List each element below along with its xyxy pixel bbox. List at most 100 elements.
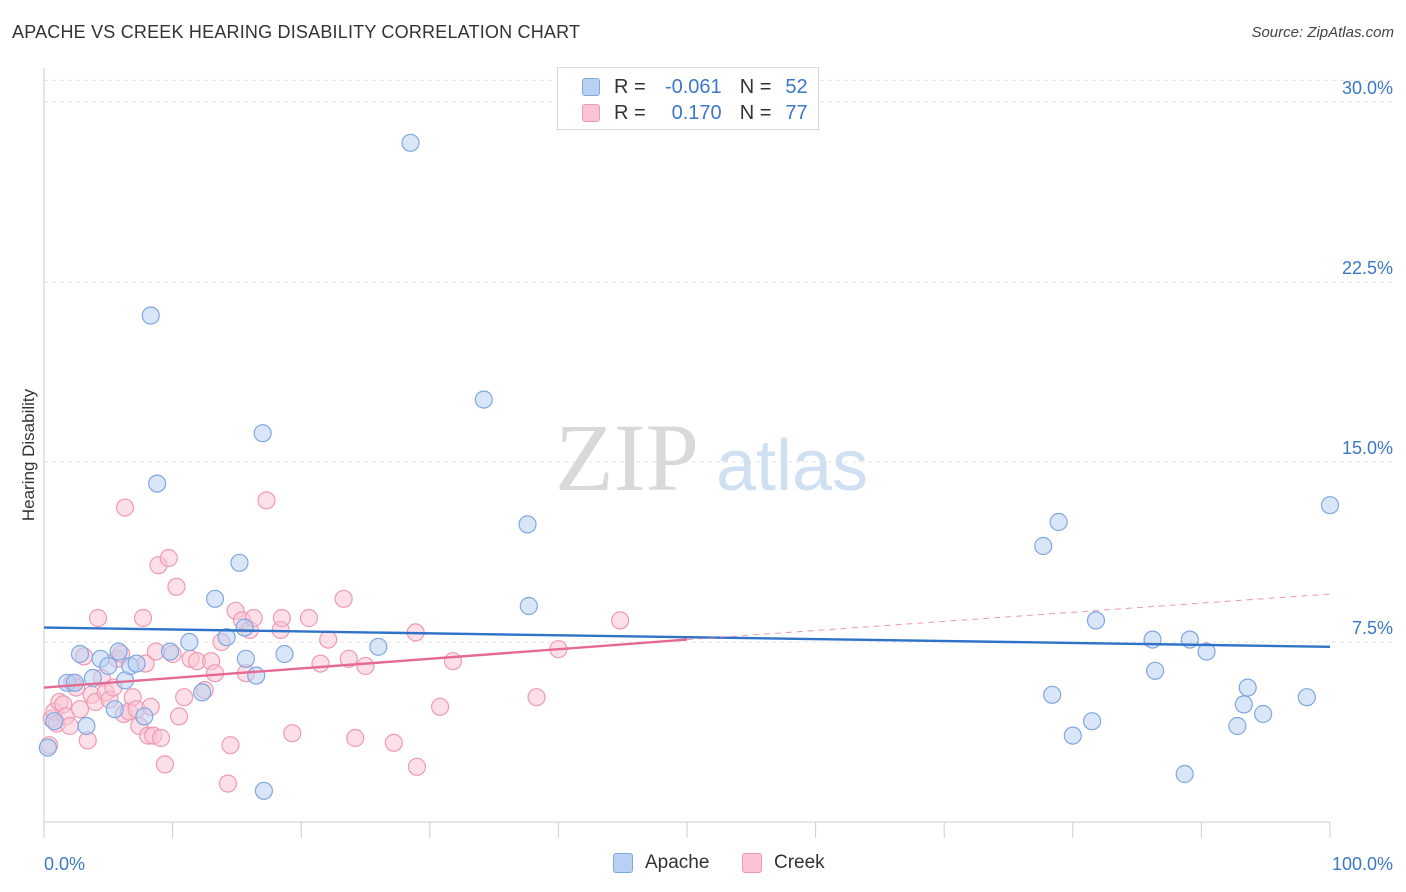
legend-row-apache: R = -0.061 N = 52 [582,75,808,99]
series-legend: Apache Creek [0,852,1406,878]
creek-point [283,724,302,743]
apache-point [77,716,96,736]
apache-legend-label: Apache [645,852,710,873]
apache-point [180,632,199,652]
apache-point [1234,695,1253,714]
watermark-zip: ZIP [555,404,699,511]
creek-point [257,491,276,510]
creek-r-value: 0.170 [671,101,722,124]
creek-point [384,733,403,752]
apache-point [217,628,236,647]
x-tick-labels: 0.0% 100.0% [44,854,1393,874]
apache-point [1197,642,1216,661]
apache-r-value: -0.061 [664,75,722,98]
creek-point [299,608,319,628]
apache-point [83,668,102,688]
apache-point [105,700,124,719]
creek-legend-swatch [742,853,762,873]
apache-r-label: R = [614,75,646,98]
creek-point [272,608,292,628]
apache-point [109,642,128,661]
creek-point [159,548,178,568]
watermark: ZIP atlas [555,404,868,511]
apache-point [253,424,272,443]
apache-point [141,306,160,325]
apache-point [519,596,538,616]
chart-title: APACHE VS CREEK HEARING DISABILITY CORRE… [12,22,581,42]
apache-point [1049,512,1068,532]
x-tick-label: 0.0% [44,854,85,874]
apache-point [1086,611,1106,630]
creek-point [311,654,330,673]
apache-point [230,553,249,572]
apache-swatch [582,78,600,96]
creek-point [169,707,189,726]
apache-point [247,666,266,685]
y-tick-labels: 7.5% 15.0% 22.5% 30.0% [1342,78,1393,638]
apache-legend-swatch [613,853,633,873]
creek-point [115,498,135,517]
y-axis-label: Hearing Disability [19,388,38,521]
creek-n-label: N = [739,101,772,124]
source-label: Source: ZipAtlas.com [1251,24,1394,41]
apache-point [160,642,180,661]
creek-point [151,728,171,748]
y-tick-label: 30.0% [1342,78,1393,98]
creek-point [88,608,108,628]
creek-trendline-extension [686,593,1331,641]
legend-item-creek[interactable]: Creek [742,852,825,874]
creek-trendline [43,638,688,689]
creek-point [407,757,427,776]
apache-point [1320,496,1340,515]
apache-point [99,656,118,676]
apache-point [45,712,64,731]
apache-point [275,644,294,664]
apache-point [401,133,420,152]
creek-point [155,755,174,774]
creek-point [175,688,194,707]
apache-point [369,637,388,656]
apache-trendline [43,626,1331,648]
apache-point [1254,704,1273,724]
trendlines [43,593,1331,689]
apache-point [135,707,154,726]
apache-point [1082,712,1102,731]
apache-point [205,589,225,608]
y-tick-label: 22.5% [1342,258,1393,278]
creek-point [70,700,90,719]
creek-point [319,630,338,649]
apache-point [235,618,254,637]
apache-point [1146,661,1165,680]
creek-point [133,608,153,628]
creek-point [356,656,375,676]
y-tick-label: 7.5% [1352,618,1393,638]
creek-point [346,728,365,748]
creek-point [527,688,546,707]
apache-point [193,683,212,702]
apache-point [1228,716,1247,736]
apache-point [1063,726,1082,745]
correlation-legend: R = -0.061 N = 52 R = 0.170 N = 77 [557,67,819,130]
apache-point [38,738,57,757]
apache-point [1297,688,1316,707]
legend-item-apache[interactable]: Apache [613,852,709,874]
creek-point [167,577,186,596]
apache-point [65,673,84,692]
apache-point [254,781,274,800]
creek-point [611,611,630,630]
apache-point [236,649,256,668]
creek-n-value: 77 [785,101,808,124]
apache-point [1175,764,1194,784]
creek-swatch [582,104,600,122]
creek-point [334,589,353,608]
apache-point [1034,536,1053,556]
watermark-atlas: atlas [716,426,868,506]
apache-point [127,654,146,673]
creek-legend-label: Creek [774,852,825,873]
creek-point [221,736,240,755]
apache-point [1143,630,1162,649]
apache-points [38,133,1340,800]
creek-point [430,697,450,716]
creek-point [339,649,358,668]
